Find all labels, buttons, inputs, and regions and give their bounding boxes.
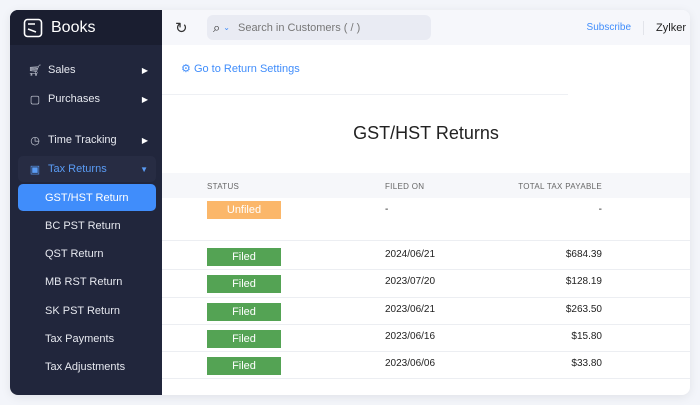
- table-row[interactable]: Filed 2023/07/20 $128.19: [162, 270, 690, 298]
- column-filed-on[interactable]: FILED ON: [385, 182, 425, 191]
- chevron-down-icon: ▼: [140, 164, 148, 174]
- filed-on: 2023/07/20: [385, 276, 436, 287]
- page-title: GST/HST Returns: [353, 123, 499, 143]
- filed-on: 2023/06/21: [385, 304, 436, 315]
- search-bar[interactable]: ⌕ ⌄ Search in Customers ( / ): [207, 15, 431, 40]
- status-badge: Filed: [207, 248, 281, 266]
- table-row[interactable]: Unfiled - -: [162, 198, 690, 241]
- column-status[interactable]: STATUS: [207, 182, 240, 191]
- sidebar: Books 🛒︎ Sales ▶ ▢ Purchases ▶ ◷ Time Trackin…: [10, 10, 162, 395]
- refresh-icon[interactable]: ↻: [175, 19, 188, 37]
- brand[interactable]: Books: [10, 10, 162, 45]
- total-tax-payable: $15.80: [571, 331, 602, 342]
- total-tax-payable: $128.19: [565, 276, 602, 287]
- return-settings-link[interactable]: ⚙ Go to Return Settings: [181, 62, 300, 75]
- sidebar-sub-gst-hst-return[interactable]: GST/HST Return: [18, 184, 156, 211]
- column-total[interactable]: TOTAL TAX PAYABLE: [518, 182, 602, 191]
- total-tax-payable: $684.39: [565, 249, 602, 260]
- sidebar-item-sales[interactable]: 🛒︎ Sales ▶: [18, 57, 156, 83]
- books-logo-icon: [23, 18, 43, 37]
- table-row[interactable]: Filed 2023/06/16 $15.80: [162, 325, 690, 352]
- sidebar-item-label: Sales: [48, 64, 76, 76]
- sidebar-sub-bc-pst-return[interactable]: BC PST Return: [45, 219, 121, 232]
- table-row[interactable]: Filed 2023/06/06 $33.80: [162, 352, 690, 379]
- filed-on: 2023/06/06: [385, 358, 436, 369]
- table-row[interactable]: Filed 2024/06/21 $684.39: [162, 243, 690, 270]
- gear-icon: ⚙: [181, 63, 191, 75]
- sidebar-sub-mb-rst-return[interactable]: MB RST Return: [45, 275, 123, 288]
- sidebar-item-time-tracking[interactable]: ◷ Time Tracking ▶: [18, 127, 156, 153]
- table-header: STATUS FILED ON TOTAL TAX PAYABLE: [162, 173, 690, 198]
- filed-on: 2023/06/16: [385, 331, 436, 342]
- org-name[interactable]: Zylker: [656, 21, 686, 34]
- search-icon[interactable]: ⌕: [213, 19, 221, 35]
- status-badge: Unfiled: [207, 201, 281, 219]
- chevron-right-icon: ▶: [141, 94, 148, 104]
- chevron-right-icon: ▶: [141, 135, 148, 145]
- chevron-down-icon[interactable]: ⌄: [223, 23, 230, 32]
- stopwatch-icon: ◷: [30, 134, 40, 147]
- status-badge: Filed: [207, 330, 281, 348]
- search-input[interactable]: Search in Customers ( / ): [237, 21, 361, 34]
- bag-icon: ▢: [29, 93, 41, 106]
- sidebar-item-purchases[interactable]: ▢ Purchases ▶: [18, 86, 156, 112]
- app-name: Books: [51, 18, 96, 36]
- divider: [162, 94, 568, 95]
- app-window: Books 🛒︎ Sales ▶ ▢ Purchases ▶ ◷ Time Trackin…: [10, 10, 690, 395]
- subscribe-link[interactable]: Subscribe: [586, 22, 631, 33]
- sidebar-item-label: Tax Returns: [48, 163, 107, 175]
- main-content: ⚙ Go to Return Settings GST/HST Returns …: [162, 45, 690, 395]
- total-tax-payable: $33.80: [571, 358, 602, 369]
- sidebar-sub-qst-return[interactable]: QST Return: [45, 247, 104, 260]
- link-text: Go to Return Settings: [193, 63, 300, 75]
- status-badge: Filed: [207, 357, 281, 375]
- divider: [643, 21, 644, 35]
- sidebar-sub-tax-adjustments[interactable]: Tax Adjustments: [45, 360, 126, 373]
- total-tax-payable: $263.50: [565, 304, 602, 315]
- sidebar-sub-sk-pst-return[interactable]: SK PST Return: [45, 304, 120, 317]
- sidebar-item-label: Time Tracking: [48, 134, 117, 146]
- sidebar-item-tax-returns[interactable]: ▣ Tax Returns ▼: [18, 156, 156, 182]
- sidebar-sub-tax-payments[interactable]: Tax Payments: [45, 332, 115, 345]
- status-badge: Filed: [207, 303, 281, 321]
- chevron-right-icon: ▶: [141, 65, 148, 75]
- sidebar-item-label: Purchases: [48, 93, 100, 105]
- total-tax-payable: -: [598, 204, 602, 215]
- tax-icon: ▣: [29, 163, 41, 176]
- status-badge: Filed: [207, 275, 281, 293]
- table-row[interactable]: Filed 2023/06/21 $263.50: [162, 298, 690, 325]
- cart-icon: 🛒︎: [28, 64, 42, 77]
- filed-on: -: [385, 204, 389, 215]
- top-bar: ↻ ⌕ ⌄ Search in Customers ( / ) Subscrib…: [162, 10, 690, 45]
- filed-on: 2024/06/21: [385, 249, 436, 260]
